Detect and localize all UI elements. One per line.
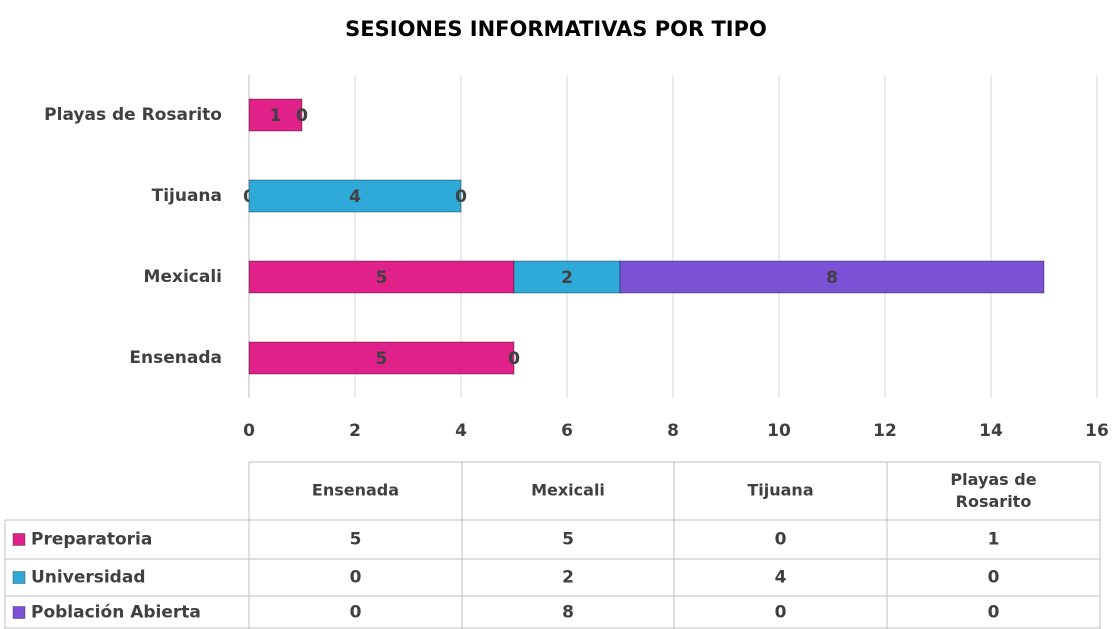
y-tick-label: Ensenada — [129, 348, 222, 368]
x-tick-label: 14 — [979, 421, 1003, 441]
table-header: Playas de Rosarito — [950, 470, 1036, 511]
y-tick-label: Mexicali — [144, 267, 222, 287]
data-label: 0 — [508, 349, 520, 369]
data-label: 4 — [349, 187, 361, 207]
table-cell: 0 — [350, 568, 362, 588]
table-cell: 8 — [562, 603, 574, 623]
data-label: 1 — [270, 106, 282, 126]
x-tick-label: 6 — [561, 421, 573, 441]
data-label: 0 — [455, 187, 467, 207]
data-label: 0 — [508, 349, 520, 369]
data-label: 0 — [296, 106, 308, 126]
bar-segment — [248, 179, 462, 213]
x-tick-label: 12 — [873, 421, 897, 441]
table-cell: 0 — [988, 603, 1000, 623]
y-tick-label: Tijuana — [152, 186, 222, 206]
bar-segment — [513, 260, 621, 294]
data-label: 5 — [376, 268, 388, 288]
legend-label: Preparatoria — [31, 530, 152, 550]
table-cell: 0 — [350, 603, 362, 623]
x-tick-label: 0 — [243, 421, 255, 441]
data-label: 2 — [561, 268, 573, 288]
bar-segment — [619, 260, 1045, 294]
data-label: 8 — [826, 268, 838, 288]
table-cell: 0 — [775, 603, 787, 623]
bar-segment — [248, 98, 303, 132]
chart-title: SESIONES INFORMATIVAS POR TIPO — [345, 17, 767, 41]
x-tick-label: 10 — [767, 421, 791, 441]
legend-label: Universidad — [31, 568, 145, 588]
legend-marker — [12, 533, 26, 546]
table-cell: 0 — [988, 568, 1000, 588]
x-tick-label: 8 — [667, 421, 679, 441]
legend-label: Población Abierta — [31, 603, 201, 623]
table-cell: 2 — [562, 568, 574, 588]
bar-segment — [248, 260, 515, 294]
x-tick-label: 2 — [349, 421, 361, 441]
table-cell: 4 — [775, 568, 787, 588]
table-cell: 5 — [350, 530, 362, 550]
legend-marker — [12, 571, 26, 584]
data-label: 0 — [296, 106, 308, 126]
x-tick-label: 16 — [1085, 421, 1109, 441]
bar-segment — [248, 341, 515, 375]
data-label: 5 — [376, 349, 388, 369]
table-cell: 5 — [562, 530, 574, 550]
table-header: Mexicali — [531, 481, 605, 500]
table-header: Ensenada — [312, 481, 399, 500]
table-cell: 0 — [775, 530, 787, 550]
x-tick-label: 4 — [455, 421, 467, 441]
table-header: Tijuana — [747, 481, 813, 500]
legend-marker — [12, 606, 26, 619]
y-tick-label: Playas de Rosarito — [44, 105, 222, 125]
table-cell: 1 — [988, 530, 1000, 550]
